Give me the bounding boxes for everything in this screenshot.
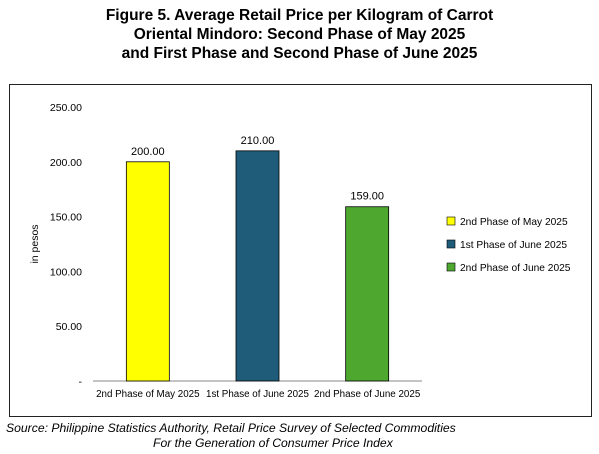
x-tick-label: 2nd Phase of May 2025	[96, 389, 200, 400]
legend-entry: 2nd Phase of May 2025	[460, 217, 568, 228]
data-label: 210.00	[241, 135, 275, 147]
data-label: 200.00	[131, 146, 165, 158]
legend-swatch	[446, 239, 456, 249]
y-tick-label: 150.00	[50, 212, 82, 224]
x-tick-label: 1st Phase of June 2025	[206, 389, 309, 400]
data-label: 159.00	[350, 191, 384, 203]
chart-title: Figure 5. Average Retail Price per Kilog…	[0, 6, 599, 63]
source-line-1: Source: Philippine Statistics Authority,…	[6, 421, 456, 435]
legend-entry: 2nd Phase of June 2025	[460, 263, 571, 274]
source-note: Source: Philippine Statistics Authority,…	[6, 421, 596, 451]
y-tick-label: 50.00	[56, 321, 82, 333]
bar-chart: - 50.00 100.00 150.00 200.00 250.00 in pesos 20…	[29, 102, 571, 400]
title-line-1: Figure 5. Average Retail Price per Kilog…	[105, 7, 494, 24]
y-tick-label: 200.00	[50, 157, 82, 169]
source-line-2: For the Generation of Consumer Price Ind…	[153, 436, 393, 450]
bar	[235, 150, 280, 382]
bar	[125, 161, 170, 382]
title-line-2: Oriental Mindoro: Second Phase of May 20…	[133, 26, 466, 43]
title-line-3: and First Phase and Second Phase of June…	[121, 45, 478, 62]
legend-swatch	[446, 262, 456, 272]
chart-frame: - 50.00 100.00 150.00 200.00 250.00 in pesos 20…	[9, 84, 592, 417]
y-tick-label: 250.00	[50, 102, 82, 114]
x-tick-label: 2nd Phase of June 2025	[314, 389, 421, 400]
y-tick-label: -	[79, 376, 83, 388]
y-tick-label: 100.00	[50, 266, 82, 278]
legend-entry: 1st Phase of June 2025	[460, 240, 567, 251]
y-axis-label: in pesos	[29, 224, 41, 263]
legend-swatch	[446, 216, 456, 226]
bar	[345, 206, 390, 382]
